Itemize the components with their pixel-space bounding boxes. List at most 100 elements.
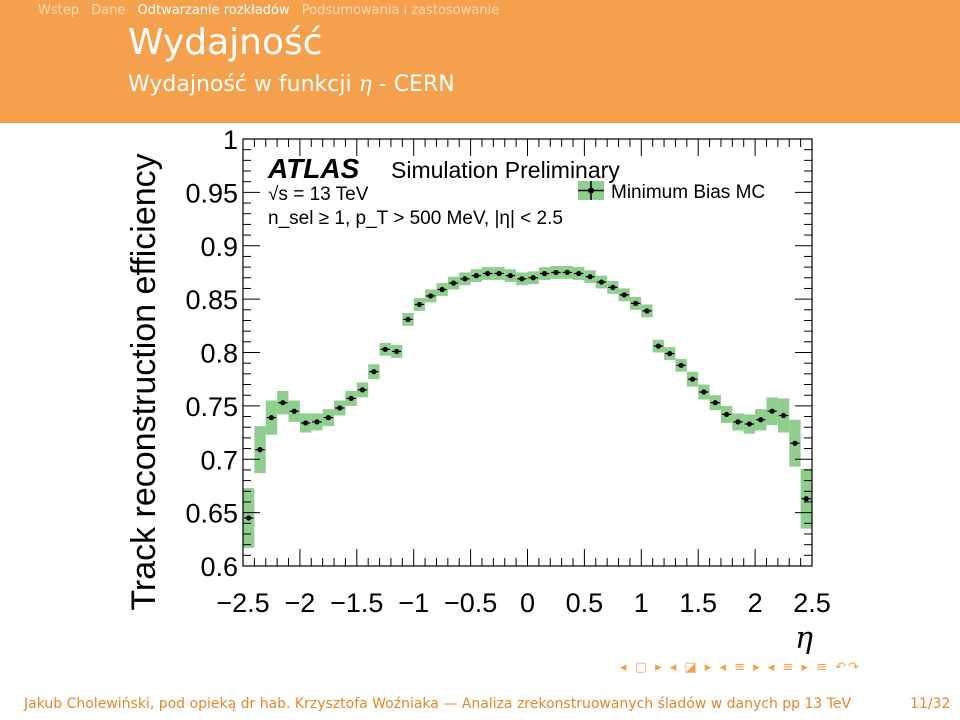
efficiency-chart: 0.6 0.65 0.7 0.75 0.8 0.85 0.9 0.95 1 −2.5 −2 −1.5… xyxy=(125,125,831,656)
data-point xyxy=(314,419,320,425)
data-point xyxy=(769,408,775,414)
data-point xyxy=(394,348,400,355)
data-point xyxy=(621,292,627,298)
data-point xyxy=(587,274,593,280)
y-tick-label: 0.8 xyxy=(200,339,238,369)
uncertainty-bands xyxy=(243,266,812,548)
y-tick-label: 0.95 xyxy=(185,178,238,208)
x-tick-label: −1.5 xyxy=(330,588,383,618)
data-point xyxy=(325,415,331,421)
data-point xyxy=(291,408,297,414)
section-nav: Wstep Dane Odtwarzanie rozkładów Podsumo… xyxy=(38,3,507,18)
data-point xyxy=(439,286,445,293)
data-point xyxy=(530,275,536,281)
data-point xyxy=(667,350,673,357)
energy-label: √s = 13 TeV xyxy=(268,184,369,205)
data-point xyxy=(678,362,684,368)
data-point xyxy=(553,269,559,276)
data-point xyxy=(610,284,616,290)
data-point xyxy=(246,515,252,521)
data-point xyxy=(644,308,650,314)
y-tick-label: 0.7 xyxy=(200,445,238,475)
axis-ticks xyxy=(242,138,813,567)
nav-item-dane[interactable]: Dane xyxy=(91,3,126,18)
x-tick-label: 2.5 xyxy=(793,588,831,618)
data-point xyxy=(519,276,525,282)
x-tick-label: −2 xyxy=(285,588,316,618)
x-tick-label: 2 xyxy=(748,588,763,618)
data-point xyxy=(359,387,366,393)
data-point xyxy=(485,270,491,277)
data-point xyxy=(371,369,377,375)
x-tick-labels: −2.5 −2 −1.5 −1 −0.5 0 0.5 1 1.5 2 2.5 xyxy=(216,588,830,618)
data-point xyxy=(302,420,309,426)
beamer-nav-symbols[interactable]: ◂ ▢ ▸ ◂ ◪ ▸ ◂ ≡ ▸ ◂ ≡ ▸ ≡ ↶↷ xyxy=(620,660,861,675)
data-point xyxy=(382,346,388,352)
footer-text: Jakub Cholewiński, pod opieką dr hab. Kr… xyxy=(24,696,852,712)
page-number: 11/32 xyxy=(910,696,951,712)
selection-label: n_sel ≥ 1, p_T > 500 MeV, |η| < 2.5 xyxy=(268,208,563,229)
nav-item-podsumowania[interactable]: Podsumowania i zastosowanie xyxy=(301,3,500,18)
data-point xyxy=(257,447,263,453)
legend: Minimum Bias MC xyxy=(578,181,765,203)
y-tick-label: 0.85 xyxy=(185,285,238,315)
data-point xyxy=(724,411,730,418)
y-tick-label: 0.9 xyxy=(200,232,238,262)
subtitle-suffix: - CERN xyxy=(378,72,455,97)
nav-item-wstep[interactable]: Wstep xyxy=(38,3,79,18)
data-point xyxy=(655,343,661,349)
data-point xyxy=(792,440,798,446)
data-point xyxy=(541,270,548,277)
data-point xyxy=(473,273,479,279)
data-point xyxy=(405,316,411,323)
data-points xyxy=(244,269,811,521)
data-point xyxy=(337,405,343,411)
data-point xyxy=(268,415,275,421)
data-point xyxy=(280,400,286,406)
atlas-label: ATLAS xyxy=(267,153,360,184)
data-point xyxy=(416,301,422,308)
y-tick-label: 0.6 xyxy=(200,552,238,582)
data-point xyxy=(450,280,457,286)
x-tick-label: 1 xyxy=(634,588,649,618)
x-tick-label: −0.5 xyxy=(444,588,497,618)
x-tick-label: −1 xyxy=(398,588,429,618)
data-point xyxy=(758,417,764,423)
x-axis-label: η xyxy=(795,621,813,656)
nav-item-odtwarzanie[interactable]: Odtwarzanie rozkładów xyxy=(137,3,290,18)
simulation-label: Simulation Preliminary xyxy=(391,157,620,183)
y-tick-labels: 0.6 0.65 0.7 0.75 0.8 0.85 0.9 0.95 1 xyxy=(185,125,238,582)
data-point xyxy=(507,273,514,279)
data-point xyxy=(564,269,570,276)
x-tick-label: −2.5 xyxy=(216,588,269,618)
x-tick-label: 0 xyxy=(520,588,535,618)
slide-title: Wydajność xyxy=(128,22,323,63)
data-point xyxy=(735,419,741,425)
slide-header: Wstep Dane Odtwarzanie rozkładów Podsumo… xyxy=(0,0,960,123)
data-point xyxy=(633,300,639,306)
y-tick-label: 0.75 xyxy=(185,392,238,422)
subtitle-prefix: Wydajność w funkcji xyxy=(128,72,352,97)
y-tick-label: 1 xyxy=(223,125,238,155)
data-point xyxy=(803,496,809,502)
legend-marker-dot xyxy=(588,187,594,194)
data-point xyxy=(598,279,605,285)
data-point xyxy=(462,276,468,282)
data-point xyxy=(428,293,434,299)
plot-frame xyxy=(242,138,813,567)
legend-entry-label: Minimum Bias MC xyxy=(611,182,765,203)
data-point xyxy=(689,376,696,382)
y-tick-label: 0.65 xyxy=(185,499,238,529)
data-point xyxy=(576,270,582,277)
data-point xyxy=(701,389,707,395)
data-point xyxy=(712,400,718,406)
slide-footer: Jakub Cholewiński, pod opieką dr hab. Kr… xyxy=(0,690,960,720)
data-point xyxy=(780,412,787,419)
y-axis-label: Track reconstruction efficiency xyxy=(125,153,163,610)
data-point xyxy=(746,421,753,427)
data-point xyxy=(496,270,502,277)
x-tick-label: 1.5 xyxy=(679,588,717,618)
subtitle-eta-symbol: η xyxy=(358,72,372,97)
data-point xyxy=(348,395,354,402)
slide-subtitle: Wydajność w funkcji η - CERN xyxy=(128,72,455,97)
